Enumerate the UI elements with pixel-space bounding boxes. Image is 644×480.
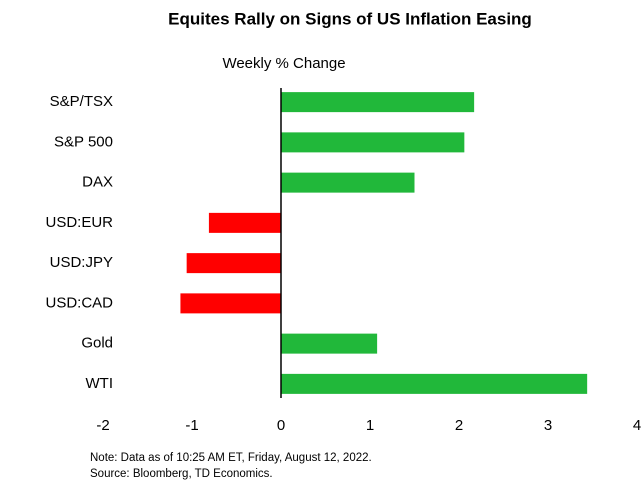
bar xyxy=(281,132,465,153)
category-label: WTI xyxy=(86,375,114,392)
category-label: S&P 500 xyxy=(54,133,113,150)
category-label: Gold xyxy=(81,335,113,352)
bar xyxy=(281,172,415,193)
category-label: USD:JPY xyxy=(50,254,113,271)
x-tick-label: 4 xyxy=(633,417,641,434)
source: Source: Bloomberg, TD Economics. xyxy=(90,468,273,480)
x-tick-label: -2 xyxy=(96,417,109,434)
bar xyxy=(186,253,281,274)
note: Note: Data as of 10:25 AM ET, Friday, Au… xyxy=(90,452,372,464)
category-label: DAX xyxy=(82,174,113,191)
x-tick-label: 1 xyxy=(366,417,374,434)
chart-subtitle: Weekly % Change xyxy=(222,55,345,72)
category-label: USD:EUR xyxy=(45,214,113,231)
x-tick-label: 2 xyxy=(455,417,463,434)
bar xyxy=(281,333,378,354)
bar xyxy=(208,212,281,233)
bar xyxy=(180,293,281,314)
x-tick-label: 0 xyxy=(277,417,285,434)
bar xyxy=(281,373,588,394)
x-tick-label: 3 xyxy=(544,417,552,434)
x-tick-label: -1 xyxy=(185,417,198,434)
bar xyxy=(281,92,475,113)
category-label: S&P/TSX xyxy=(50,93,113,110)
chart-title: Equites Rally on Signs of US Inflation E… xyxy=(168,9,532,28)
category-label: USD:CAD xyxy=(45,294,113,311)
